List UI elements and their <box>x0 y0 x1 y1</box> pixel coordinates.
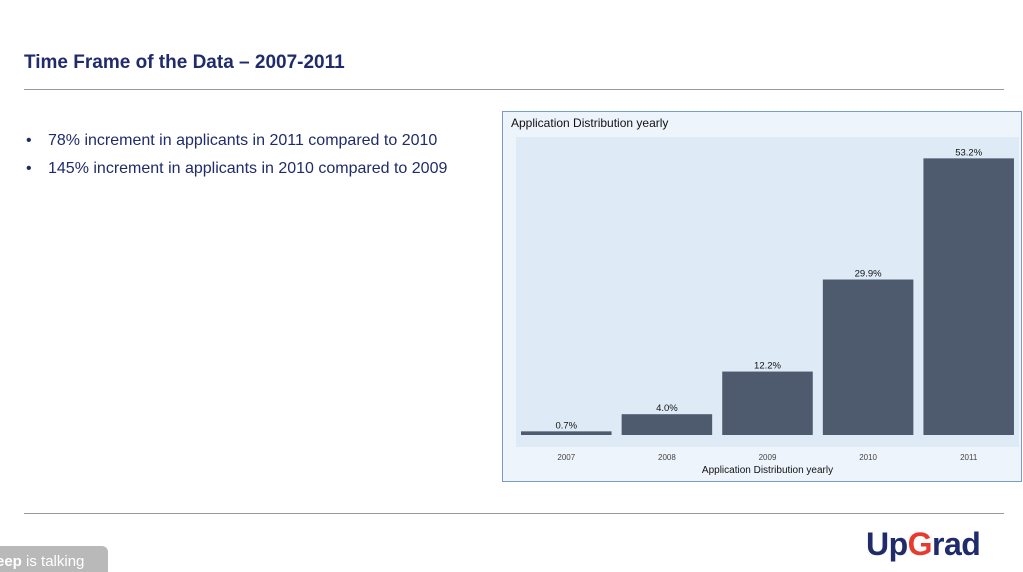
speaker-text: eep is talking <box>0 553 84 570</box>
bullet-dot-icon: • <box>26 160 32 177</box>
x-axis-label: Application Distribution yearly <box>702 465 833 476</box>
bar-label-2008: 4.0% <box>656 403 678 414</box>
upgrad-logo: UpGrad <box>866 526 981 563</box>
speaker-suffix: is talking <box>21 553 85 570</box>
footer-divider <box>24 513 1004 514</box>
bullet-item: • 78% increment in applicants in 2011 co… <box>26 132 447 150</box>
speaker-name: eep <box>0 553 22 570</box>
x-tick-2010: 2010 <box>859 453 877 462</box>
speaker-badge: eep is talking <box>0 546 108 572</box>
bar-label-2009: 12.2% <box>754 361 781 372</box>
bullet-text: 78% increment in applicants in 2011 comp… <box>48 132 438 149</box>
bullet-text: 145% increment in applicants in 2010 com… <box>48 160 448 177</box>
bar-2011 <box>923 158 1014 436</box>
bar-2007 <box>521 431 612 435</box>
bullet-item: • 145% increment in applicants in 2010 c… <box>26 160 447 178</box>
x-tick-2009: 2009 <box>759 453 777 462</box>
bar-2010 <box>822 279 914 435</box>
bullet-dot-icon: • <box>26 132 32 149</box>
slide-title: Time Frame of the Data – 2007-2011 <box>24 52 345 73</box>
logo-text-up: Up <box>866 526 908 562</box>
bar-2008 <box>621 414 713 435</box>
x-tick-2008: 2008 <box>658 453 676 462</box>
x-tick-2011: 2011 <box>960 453 978 462</box>
bar-label-2010: 29.9% <box>855 269 882 280</box>
title-divider <box>24 89 1004 90</box>
chart-title: Application Distribution yearly <box>511 116 668 130</box>
bar-label-2007: 0.7% <box>555 420 577 431</box>
logo-text-g: G <box>907 526 933 562</box>
chart-canvas: Application Distribution yearly 0.7% 2007 4… <box>511 116 1019 476</box>
bar-label-2011: 53.2% <box>955 147 982 158</box>
logo-text-rad: rad <box>932 526 981 562</box>
bar-chart: Application Distribution yearly 0.7% 2007 4… <box>502 111 1022 482</box>
bar-2009 <box>722 371 813 435</box>
bullet-list: • 78% increment in applicants in 2011 co… <box>26 132 447 188</box>
x-tick-2007: 2007 <box>557 453 575 462</box>
